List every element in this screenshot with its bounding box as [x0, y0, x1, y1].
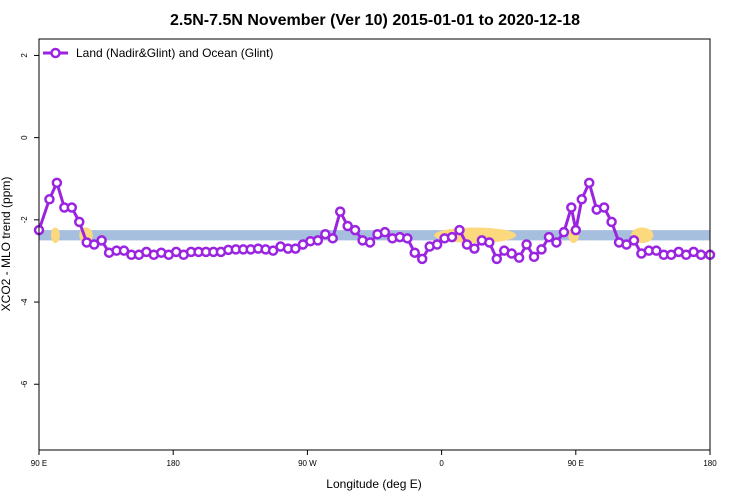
data-point	[74, 216, 85, 228]
data-point	[44, 194, 55, 205]
data-point	[96, 235, 107, 246]
plot-frame	[38, 38, 711, 451]
data-point	[409, 247, 421, 258]
x-tick-label: 90 E	[31, 459, 47, 468]
data-point	[628, 235, 640, 246]
x-axis-label: Longitude (deg E)	[326, 477, 421, 491]
x-tick-label: 180	[703, 459, 717, 468]
data-point	[566, 202, 577, 213]
data-point	[528, 251, 540, 263]
y-axis: 2 0 -2 -4 -6	[20, 53, 39, 388]
land-segment	[50, 227, 60, 243]
data-point	[570, 224, 582, 236]
data-point	[379, 226, 391, 238]
x-tick-label: 90 E	[568, 459, 584, 468]
data-point	[402, 233, 413, 244]
x-tick-label: 90 W	[298, 459, 317, 468]
data-point	[118, 245, 130, 256]
x-axis: 90 E 180 90 W 0 90 E 180	[31, 450, 717, 468]
chart-title: 2.5N-7.5N November (Ver 10) 2015-01-01 t…	[170, 12, 580, 29]
data-point	[521, 239, 532, 250]
data-point	[506, 248, 517, 259]
data-point	[651, 245, 662, 256]
data-point	[446, 231, 458, 243]
data-point	[454, 224, 465, 236]
data-point	[461, 239, 473, 250]
data-point	[583, 177, 595, 189]
legend: Land (Nadir&Glint) and Ocean (Glint)	[43, 46, 273, 60]
data-point	[543, 231, 555, 243]
data-point	[290, 243, 301, 254]
data-point	[51, 177, 63, 189]
y-tick-label: -4	[20, 298, 29, 306]
data-point	[558, 226, 570, 238]
data-point	[66, 202, 78, 213]
data-point	[598, 202, 610, 213]
legend-label: Land (Nadir&Glint) and Ocean (Glint)	[76, 46, 273, 60]
data-point	[576, 194, 588, 205]
data-point	[267, 245, 279, 256]
data-point	[349, 224, 361, 236]
data-point	[327, 233, 338, 244]
data-point	[513, 252, 525, 263]
y-axis-label: XCO2 - MLO trend (ppm)	[0, 177, 13, 312]
data-point	[342, 220, 353, 232]
data-point	[416, 253, 428, 265]
data-point	[606, 216, 617, 228]
data-point	[320, 228, 331, 240]
series-layer	[33, 177, 716, 265]
y-tick-label: 0	[20, 135, 29, 140]
data-point	[695, 249, 707, 261]
y-tick-label: -2	[20, 216, 29, 224]
x-tick-label: 0	[439, 459, 444, 468]
data-point	[621, 239, 632, 250]
y-tick-label: 2	[20, 53, 29, 58]
data-point	[491, 253, 503, 265]
data-point	[469, 243, 480, 254]
data-point	[334, 206, 346, 217]
data-point	[536, 244, 547, 255]
legend-marker	[50, 47, 61, 59]
plot-area	[33, 38, 716, 451]
data-point	[431, 239, 443, 250]
data-point	[312, 235, 324, 246]
x-tick-label: 180	[167, 459, 181, 468]
data-point	[484, 237, 495, 248]
data-point	[364, 237, 376, 248]
data-point	[88, 239, 100, 250]
y-tick-label: -6	[20, 380, 29, 388]
data-point	[551, 237, 562, 248]
